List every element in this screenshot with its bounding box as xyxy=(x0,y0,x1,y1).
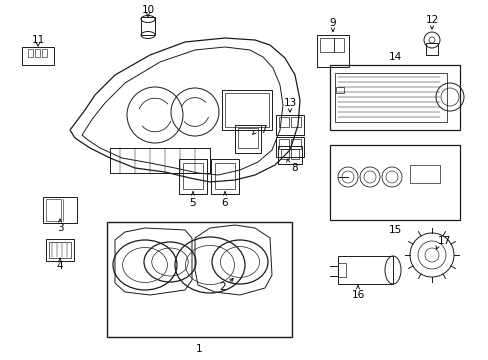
Text: 3: 3 xyxy=(57,223,63,233)
Text: 10: 10 xyxy=(141,5,154,15)
Text: 9: 9 xyxy=(329,18,336,28)
Text: 14: 14 xyxy=(387,52,401,62)
Bar xyxy=(290,117,301,127)
Bar xyxy=(28,49,33,57)
Bar xyxy=(290,139,301,149)
Bar xyxy=(22,47,54,65)
Text: 17: 17 xyxy=(436,236,450,246)
Bar xyxy=(43,197,77,223)
Text: 4: 4 xyxy=(57,261,63,271)
Text: 7: 7 xyxy=(259,125,266,135)
Text: 11: 11 xyxy=(31,35,44,45)
Bar xyxy=(319,38,333,52)
Bar xyxy=(42,49,47,57)
Bar xyxy=(215,163,235,189)
Text: 16: 16 xyxy=(351,290,364,300)
Bar xyxy=(110,148,209,173)
Bar xyxy=(275,115,304,135)
Bar xyxy=(337,263,346,277)
Bar xyxy=(334,73,446,122)
Bar xyxy=(279,117,288,127)
Bar xyxy=(179,159,206,194)
Bar xyxy=(141,17,155,35)
Bar xyxy=(329,65,459,130)
Text: 2: 2 xyxy=(219,282,226,292)
Bar xyxy=(49,242,71,258)
Text: 1: 1 xyxy=(195,344,202,354)
Bar xyxy=(35,49,40,57)
Bar xyxy=(278,146,302,164)
Bar xyxy=(425,43,437,55)
Text: 13: 13 xyxy=(283,98,296,108)
Bar xyxy=(183,163,203,189)
Bar xyxy=(46,239,74,261)
Text: 5: 5 xyxy=(189,198,196,208)
Bar xyxy=(337,256,392,284)
Bar xyxy=(235,125,261,153)
Bar xyxy=(409,165,439,183)
Bar xyxy=(290,149,298,159)
Text: 6: 6 xyxy=(221,198,228,208)
Bar xyxy=(275,137,304,157)
Text: 15: 15 xyxy=(387,225,401,235)
Bar xyxy=(279,139,288,149)
Bar xyxy=(335,87,343,93)
Bar xyxy=(107,222,291,337)
Bar xyxy=(224,93,268,127)
Bar xyxy=(238,128,258,148)
Bar xyxy=(281,149,288,159)
Bar xyxy=(46,199,61,221)
Bar xyxy=(222,90,271,130)
Bar xyxy=(210,159,239,194)
Bar xyxy=(329,145,459,220)
Text: 8: 8 xyxy=(291,163,298,173)
Text: 12: 12 xyxy=(425,15,438,25)
Bar xyxy=(333,38,343,52)
Bar xyxy=(316,35,348,67)
